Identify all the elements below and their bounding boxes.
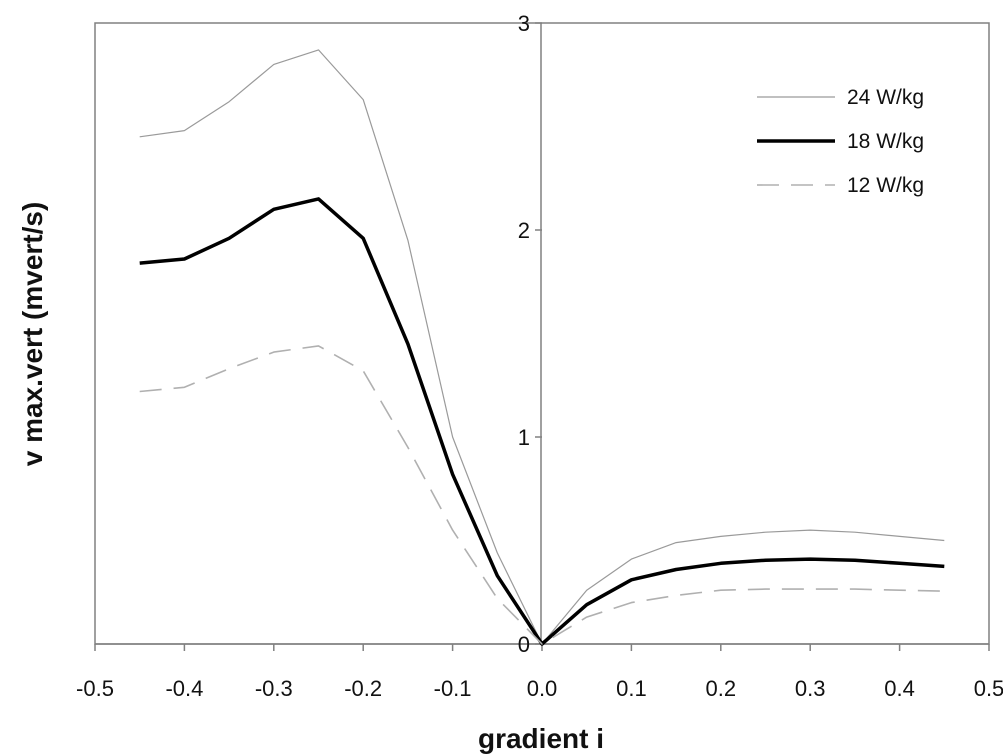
x-tick-label: 0.1 [616,676,647,701]
legend: 24 W/kg 18 W/kg 12 W/kg [757,86,924,197]
x-tick-label: 0.0 [527,676,558,701]
y-tick-label: 1 [518,425,530,450]
x-tick-label: 0.2 [706,676,737,701]
y-tick-label: 2 [518,218,530,243]
legend-label: 18 W/kg [847,130,924,153]
y-axis-title: v max.vert (mvert/s) [17,202,48,467]
legend-label: 24 W/kg [847,86,924,109]
series-line-24-w-kg [139,49,945,645]
x-tick-label: -0.3 [255,676,293,701]
plot-area-border [94,22,990,645]
series-layer [139,49,945,646]
x-axis-ticks: -0.5 -0.4 -0.3 -0.2 -0.1 0.0 0.1 0.2 0.3 0.4 0.5 [76,644,1003,701]
y-tick-label: 3 [518,11,530,36]
x-tick-label: 0.3 [795,676,826,701]
y-tick-label: 0 [518,632,530,657]
x-tick-label: -0.1 [434,676,472,701]
series-line-12-w-kg [139,345,945,645]
x-tick-label: 0.4 [884,676,915,701]
legend-label: 12 W/kg [847,174,924,197]
x-axis-title: gradient i [478,723,604,754]
x-tick-label: -0.5 [76,676,114,701]
series-line-18-w-kg [139,197,945,646]
x-tick-label: -0.4 [165,676,203,701]
x-tick-label: -0.2 [344,676,382,701]
y-axis-ticks: 0 1 2 3 [518,11,542,657]
x-tick-label: 0.5 [974,676,1003,701]
